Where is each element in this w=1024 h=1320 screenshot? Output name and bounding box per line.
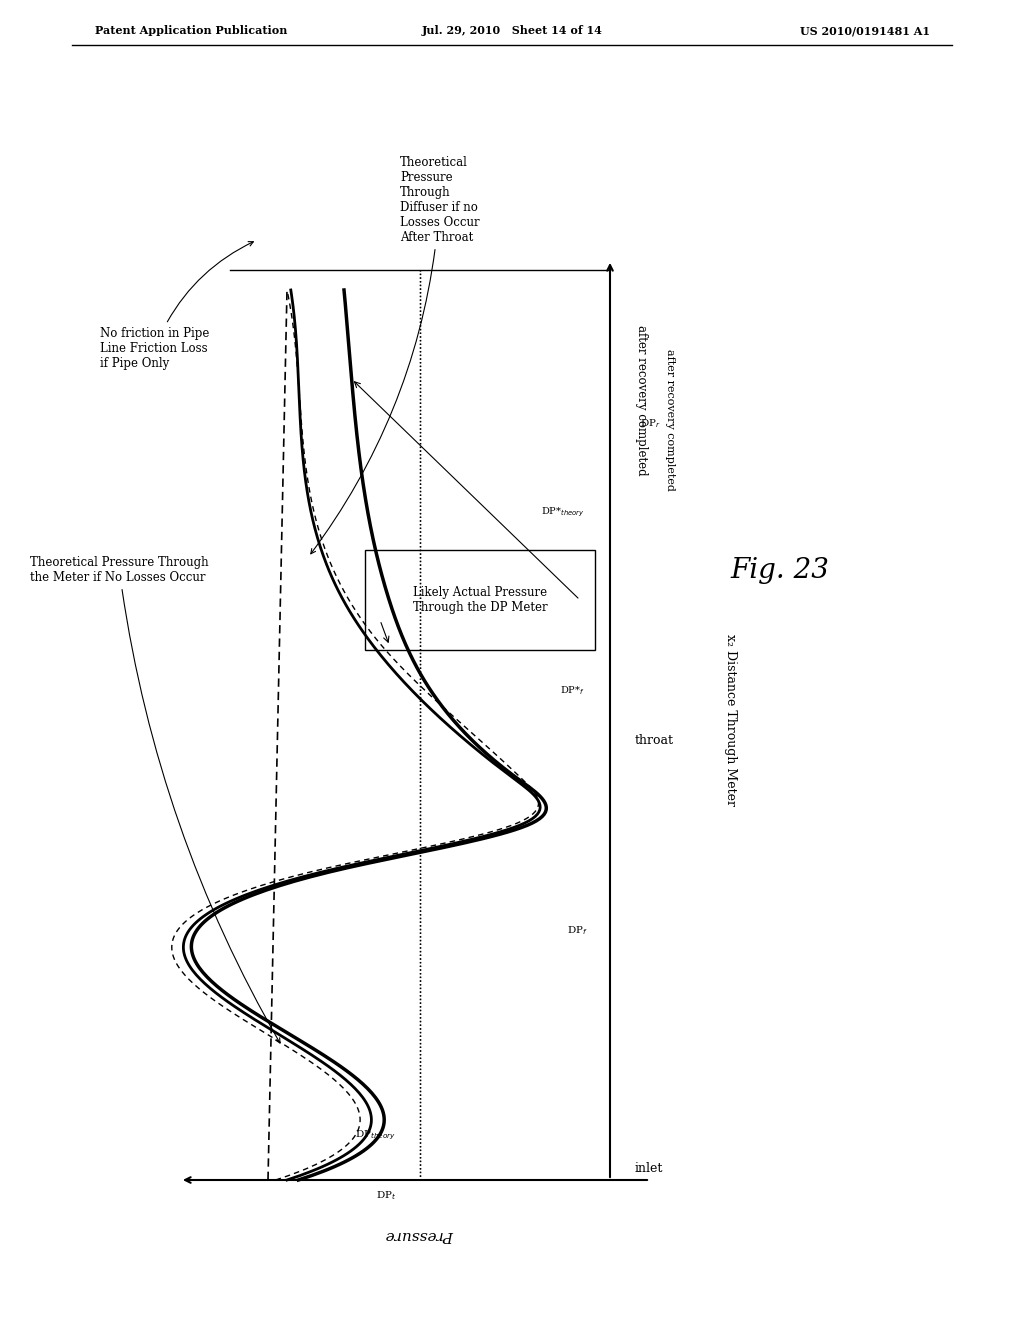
- Text: DP$_r$: DP$_r$: [640, 417, 660, 430]
- Text: Fig. 23: Fig. 23: [730, 557, 829, 583]
- Text: Theoretical
Pressure
Through
Diffuser if no
Losses Occur
After Throat: Theoretical Pressure Through Diffuser if…: [311, 156, 479, 554]
- Text: DP$_{theory}$: DP$_{theory}$: [355, 1129, 396, 1142]
- Text: DP$_t$: DP$_t$: [376, 1189, 396, 1203]
- Text: throat: throat: [635, 734, 674, 747]
- Text: Likely Actual Pressure
Through the DP Meter: Likely Actual Pressure Through the DP Me…: [413, 586, 547, 614]
- Text: DP*$_f$: DP*$_f$: [560, 684, 585, 697]
- Text: Theoretical Pressure Through
the Meter if No Losses Occur: Theoretical Pressure Through the Meter i…: [30, 556, 280, 1043]
- Text: Patent Application Publication: Patent Application Publication: [95, 25, 288, 36]
- Text: inlet: inlet: [635, 1162, 664, 1175]
- Text: after recovery completed: after recovery completed: [665, 348, 675, 491]
- FancyBboxPatch shape: [365, 550, 595, 649]
- Text: US 2010/0191481 A1: US 2010/0191481 A1: [800, 25, 930, 36]
- Text: x₂ Distance Through Meter: x₂ Distance Through Meter: [724, 634, 736, 807]
- Text: Jul. 29, 2010   Sheet 14 of 14: Jul. 29, 2010 Sheet 14 of 14: [422, 25, 602, 36]
- Text: No friction in Pipe
Line Friction Loss
if Pipe Only: No friction in Pipe Line Friction Loss i…: [100, 242, 253, 370]
- Text: Pressure: Pressure: [386, 1228, 455, 1242]
- Text: DP*$_{theory}$: DP*$_{theory}$: [542, 506, 585, 519]
- Text: DP$_f$: DP$_f$: [567, 924, 588, 937]
- Text: after recovery completed: after recovery completed: [635, 325, 648, 475]
